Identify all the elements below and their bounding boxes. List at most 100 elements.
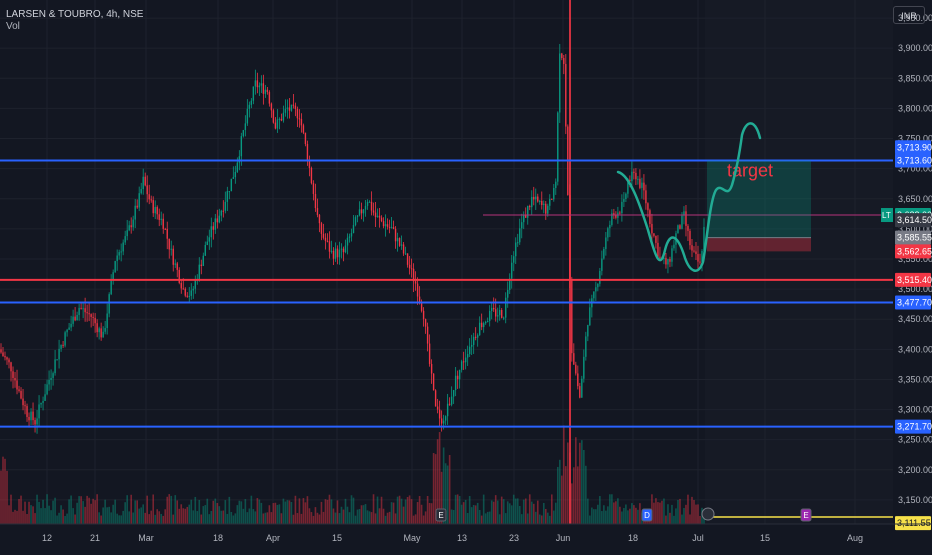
candle bbox=[190, 290, 192, 296]
price-badge-text: 3,713.90 bbox=[897, 142, 932, 152]
volume-bar bbox=[544, 508, 547, 524]
candle bbox=[667, 259, 669, 265]
volume-bar bbox=[260, 502, 263, 524]
volume-bar bbox=[18, 498, 20, 524]
symbol-title[interactable]: LARSEN & TOUBRO, 4h, NSE bbox=[6, 9, 144, 20]
candle bbox=[136, 205, 138, 208]
candle bbox=[236, 162, 239, 172]
candle bbox=[344, 245, 347, 253]
volume-bar bbox=[683, 508, 685, 524]
volume-bar bbox=[571, 483, 573, 524]
candle bbox=[404, 253, 407, 255]
volume-bar bbox=[464, 499, 467, 524]
candle bbox=[180, 282, 182, 289]
volume-bar bbox=[358, 509, 361, 524]
volume-bar bbox=[526, 513, 529, 524]
candle bbox=[198, 264, 200, 280]
stop-zone bbox=[707, 237, 811, 252]
candle bbox=[78, 307, 80, 315]
volume-bar bbox=[396, 496, 399, 524]
candle bbox=[573, 353, 575, 365]
volume-bar bbox=[10, 494, 12, 524]
price-badge-text: 3,585.55 bbox=[897, 233, 932, 243]
price-badge-text: 3,111.55 bbox=[897, 518, 931, 528]
candle bbox=[651, 223, 653, 234]
volume-bar bbox=[156, 509, 159, 524]
candle bbox=[597, 283, 599, 288]
volume-bar bbox=[579, 442, 581, 524]
volume-bar bbox=[605, 510, 607, 524]
candle bbox=[426, 326, 429, 344]
volume-bar bbox=[675, 508, 677, 524]
candle bbox=[278, 118, 281, 120]
candle bbox=[529, 205, 531, 208]
volume-bar bbox=[142, 504, 145, 524]
volume-bar bbox=[128, 511, 130, 524]
x-tick-label: Mar bbox=[138, 533, 154, 543]
candle bbox=[380, 217, 383, 222]
volume-bar bbox=[394, 513, 397, 524]
candle bbox=[398, 238, 401, 246]
volume-bar bbox=[546, 512, 549, 524]
price-badge-bg bbox=[895, 153, 931, 168]
volume-bar bbox=[510, 505, 513, 524]
candle bbox=[521, 222, 523, 229]
volume-bar bbox=[12, 511, 14, 524]
volume-bar bbox=[460, 504, 463, 524]
candle bbox=[587, 325, 589, 337]
candle bbox=[178, 269, 180, 283]
volume-bar bbox=[208, 514, 211, 524]
volume-bar bbox=[140, 507, 143, 524]
volume-bar bbox=[48, 505, 50, 524]
candle bbox=[470, 344, 473, 347]
target-annotation: target bbox=[727, 160, 773, 180]
volume-bar bbox=[290, 501, 293, 524]
candle bbox=[46, 384, 48, 395]
volume-bar bbox=[466, 513, 469, 524]
candle bbox=[322, 233, 325, 238]
candle bbox=[126, 230, 128, 237]
x-tick-label: Apr bbox=[266, 533, 280, 543]
candle bbox=[94, 317, 96, 324]
volume-bar bbox=[348, 512, 351, 524]
candle bbox=[52, 373, 54, 378]
volume-bar bbox=[356, 509, 359, 524]
volume-bar bbox=[316, 512, 319, 524]
candle bbox=[66, 329, 68, 333]
volume-bar bbox=[635, 507, 637, 524]
volume-bar bbox=[70, 495, 72, 524]
candle bbox=[18, 389, 20, 391]
candle bbox=[460, 361, 463, 370]
volume-bar bbox=[434, 454, 437, 524]
candle bbox=[116, 255, 118, 262]
volume-bar bbox=[72, 508, 74, 524]
candle bbox=[585, 336, 587, 357]
currency-button[interactable]: INR bbox=[893, 6, 925, 24]
candle bbox=[64, 332, 66, 346]
volume-bar bbox=[268, 505, 271, 524]
volume-bar bbox=[308, 508, 311, 524]
candle bbox=[224, 201, 227, 211]
volume-bar bbox=[42, 499, 44, 524]
candle bbox=[212, 226, 215, 230]
candle bbox=[132, 219, 134, 228]
candle bbox=[268, 92, 271, 104]
volume-bar bbox=[272, 503, 275, 524]
volume-label[interactable]: Vol bbox=[6, 21, 20, 32]
volume-bar bbox=[274, 502, 277, 524]
volume-bar bbox=[372, 494, 375, 524]
candle bbox=[60, 344, 62, 349]
volume-bar bbox=[671, 504, 673, 524]
candle bbox=[332, 250, 335, 259]
volume-bar bbox=[22, 510, 24, 524]
volume-bar bbox=[270, 512, 273, 524]
volume-bar bbox=[252, 509, 255, 524]
y-tick-label: 3,200.00 bbox=[898, 465, 932, 475]
volume-bar bbox=[657, 502, 659, 524]
volume-bar bbox=[562, 425, 565, 524]
candle bbox=[164, 228, 166, 230]
candle bbox=[282, 112, 285, 121]
candle bbox=[362, 209, 365, 214]
